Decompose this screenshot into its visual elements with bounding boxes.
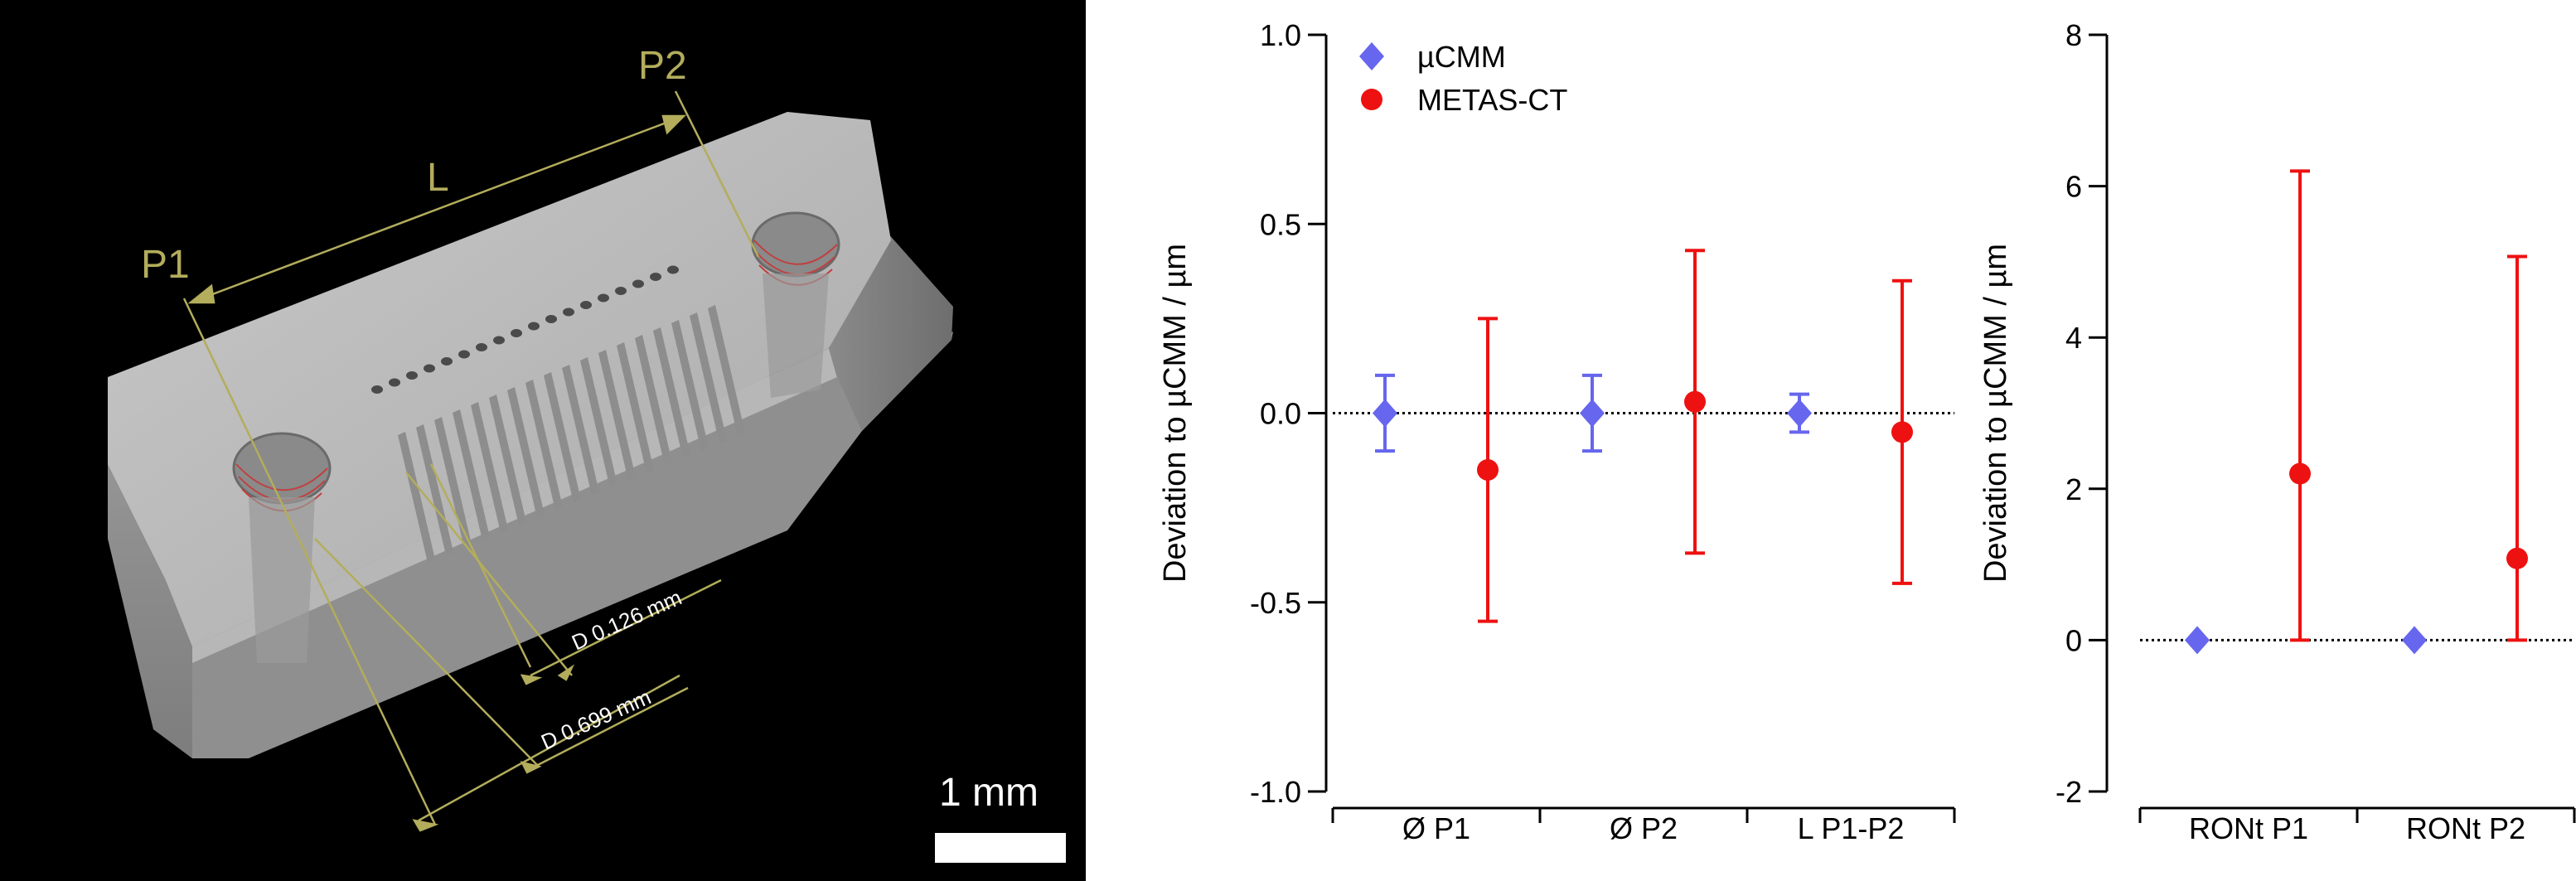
label-p2: P2 <box>638 44 687 88</box>
micro-hole <box>406 371 418 380</box>
data-point-metas-ct <box>1891 421 1913 443</box>
micro-hole <box>458 350 470 359</box>
data-point-ucmm <box>2402 626 2427 655</box>
channel-slot <box>708 305 745 436</box>
micro-hole <box>493 336 505 345</box>
legend-marker-ucmm <box>1359 42 1384 70</box>
micro-hole <box>545 315 557 323</box>
y-tick-label: 0.0 <box>1260 397 1301 431</box>
channel-slot <box>434 417 472 548</box>
chart-panel: 1.0 0.5 0.0 -0.5 -1.0 Deviation to µCMM / µm Ø… <box>1086 0 2576 881</box>
channel-slot <box>635 335 672 466</box>
y-tick-label: 8 <box>2065 18 2082 52</box>
micro-hole <box>389 378 400 387</box>
channel-slot <box>416 424 453 555</box>
channel-slot <box>562 365 599 496</box>
micro-hole <box>580 301 592 309</box>
micro-hole-row <box>371 265 679 394</box>
legend-label: µCMM <box>1417 40 1506 74</box>
x-tick-label: Ø P2 <box>1610 811 1678 845</box>
micro-hole <box>632 279 644 288</box>
micro-hole <box>598 293 609 303</box>
y-tick-label: 1.0 <box>1260 18 1301 52</box>
y-axis-label: Deviation to µCMM / µm <box>1978 244 2013 583</box>
micro-hole <box>371 385 383 394</box>
micro-hole <box>615 287 627 295</box>
y-tick-label: 6 <box>2065 170 2082 204</box>
data-point-ucmm <box>1787 399 1812 428</box>
data-point-metas-ct <box>2506 547 2528 569</box>
channel-slot <box>598 350 636 481</box>
x-tick-label: L P1-P2 <box>1798 811 1905 845</box>
micro-hole <box>650 273 661 281</box>
data-point-ucmm <box>1580 399 1605 428</box>
y-tick-label: -2 <box>2055 775 2082 809</box>
channel-slot <box>617 342 654 473</box>
scale-bar-label: 1 mm <box>939 771 1039 815</box>
y-tick-label: 0.5 <box>1260 207 1301 241</box>
x-tick-label: RONt P2 <box>2406 811 2525 845</box>
channel-slot <box>398 432 435 563</box>
y-tick-label: 0 <box>2065 623 2082 657</box>
annotation-lines <box>182 90 760 832</box>
channel-slot <box>453 409 490 540</box>
bore-hole-p2 <box>751 211 840 278</box>
data-point-ucmm <box>1373 399 1397 428</box>
data-point-metas-ct <box>2289 462 2311 485</box>
data-point-ucmm <box>2185 626 2210 655</box>
y-tick-label: -1.0 <box>1250 775 1301 809</box>
micro-hole <box>441 357 453 365</box>
channel-slot <box>580 357 617 488</box>
label-l: L <box>427 156 449 200</box>
legend-label: METAS-CT <box>1417 83 1567 117</box>
channel-slot <box>489 395 526 525</box>
x-tick-label: RONt P1 <box>2189 811 2308 845</box>
x-tick-label: Ø P1 <box>1402 811 1470 845</box>
channel-slot <box>544 372 581 503</box>
chart-svg: 1.0 0.5 0.0 -0.5 -1.0 Deviation to µCMM / µm Ø… <box>1158 18 2576 845</box>
channel-slot <box>507 387 545 518</box>
y-tick-label: -0.5 <box>1250 586 1301 620</box>
channel-slot <box>525 380 563 511</box>
legend-marker-metas-ct <box>1361 89 1382 110</box>
channel-slot <box>671 320 709 451</box>
micro-hole <box>511 329 522 337</box>
channel-slot <box>690 312 727 443</box>
data-point-metas-ct <box>1477 458 1499 481</box>
channel-slots <box>398 305 745 563</box>
label-p1: P1 <box>141 243 190 287</box>
ct-render-panel: P1 P2 L D 0.126 mm D 0.699 mm 1 mm <box>0 0 1086 881</box>
channel-slot <box>653 327 690 458</box>
y-axis-label: Deviation to µCMM / µm <box>1158 244 1193 583</box>
block-front-lower <box>192 332 953 758</box>
y-tick-label: 2 <box>2065 472 2082 506</box>
data-point-metas-ct <box>1684 390 1706 413</box>
scale-bar <box>935 833 1066 863</box>
micro-hole <box>563 307 574 317</box>
channel-slot <box>471 402 508 533</box>
dimension-d-large: D 0.699 mm <box>537 684 655 754</box>
micro-hole <box>476 343 487 351</box>
block-side-face <box>829 232 953 431</box>
ct-render-image: P1 P2 L D 0.126 mm D 0.699 mm 1 mm <box>108 44 1066 863</box>
micro-hole <box>528 322 540 331</box>
micro-hole <box>667 265 679 274</box>
micro-hole <box>424 364 435 373</box>
bore-hole-p1 <box>232 432 332 505</box>
y-tick-label: 4 <box>2065 321 2082 355</box>
